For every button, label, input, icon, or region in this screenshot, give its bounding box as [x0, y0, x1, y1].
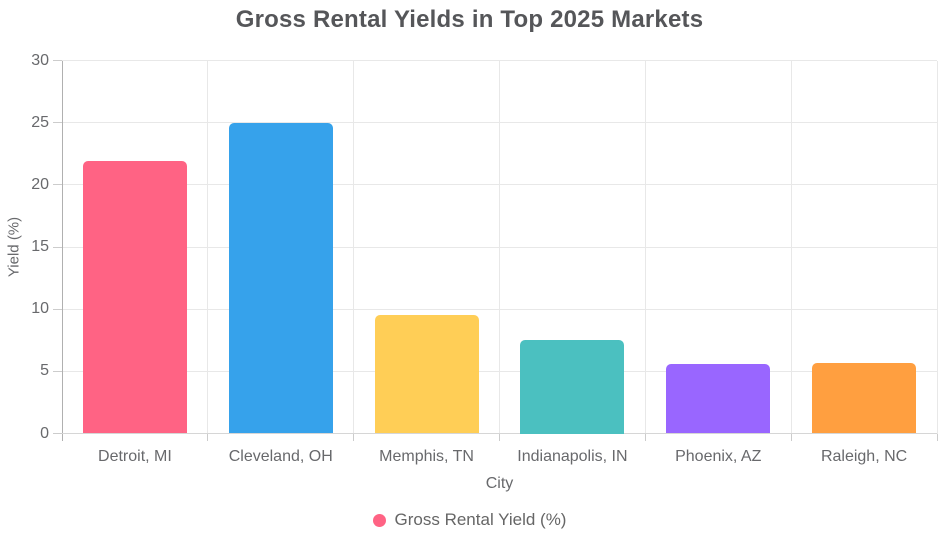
- y-tick-label: 15: [31, 238, 49, 255]
- bar-cleveland[interactable]: [228, 122, 333, 434]
- x-gridline: [499, 60, 500, 434]
- x-tick-mark: [499, 433, 500, 441]
- x-gridline: [353, 60, 355, 434]
- bar-raleigh[interactable]: [812, 362, 917, 434]
- x-tick-label: Raleigh, NC: [820, 448, 908, 465]
- y-tick-mark: [53, 246, 62, 248]
- y-tick-label: 5: [40, 362, 49, 380]
- bar-detroit[interactable]: [82, 161, 187, 434]
- x-tick-label: Indianapolis, IN: [517, 448, 628, 465]
- y-tick-label: 30: [31, 51, 49, 69]
- y-axis-line: [61, 60, 63, 441]
- y-tick-mark: [53, 308, 62, 310]
- bar-phoenix[interactable]: [666, 363, 771, 434]
- x-gridline: [936, 60, 938, 434]
- x-tick-mark: [207, 433, 209, 441]
- legend-item[interactable]: Gross Rental Yield (%): [0, 510, 939, 530]
- y-tick-mark: [53, 433, 62, 434]
- y-tick-label: 20: [31, 175, 49, 193]
- legend-label: Gross Rental Yield (%): [394, 510, 567, 529]
- y-tick-mark: [53, 122, 62, 124]
- y-tick-mark: [53, 370, 62, 372]
- legend-marker-icon: [372, 513, 386, 527]
- x-gridline: [790, 60, 792, 434]
- x-gridline: [644, 60, 646, 434]
- x-tick-label: Cleveland, OH: [228, 448, 333, 465]
- x-tick-mark: [353, 433, 355, 441]
- x-tick-label: Detroit, MI: [98, 448, 172, 465]
- y-tick-label: 25: [31, 113, 49, 131]
- bar-memphis[interactable]: [374, 315, 479, 434]
- x-axis-title: City: [485, 475, 514, 492]
- x-gridline: [207, 60, 209, 434]
- x-tick-mark: [790, 433, 792, 441]
- bar-indianapolis[interactable]: [520, 340, 625, 434]
- y-tick-label: 0: [40, 424, 49, 442]
- y-tick-mark: [53, 60, 62, 61]
- x-tick-label: Phoenix, AZ: [675, 448, 762, 465]
- y-tick-label: 10: [31, 300, 49, 318]
- x-axis-line: [62, 433, 937, 434]
- x-tick-mark: [936, 433, 938, 441]
- x-tick-mark: [644, 433, 646, 441]
- x-tick-label: Memphis, TN: [379, 448, 474, 465]
- y-axis-title: Yield (%): [5, 216, 23, 278]
- chart-title: Gross Rental Yields in Top 2025 Markets: [235, 6, 704, 33]
- y-tick-mark: [53, 184, 62, 186]
